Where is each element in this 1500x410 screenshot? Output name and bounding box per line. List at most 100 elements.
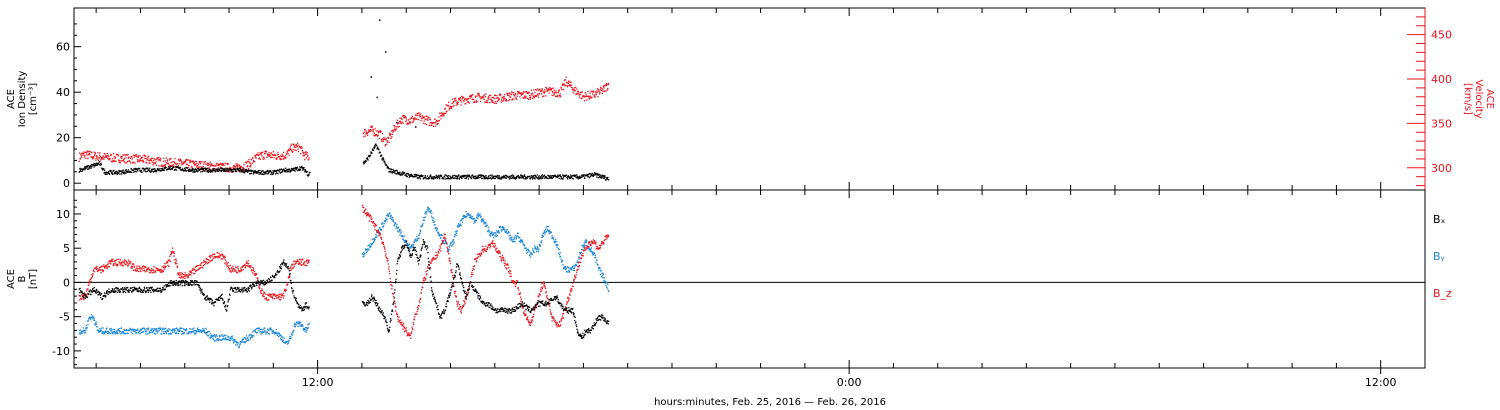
density-point [263, 173, 266, 175]
velocity-point [377, 130, 379, 132]
density-point [280, 168, 283, 170]
by-point [299, 323, 301, 325]
density-point [520, 174, 522, 176]
velocity-point [442, 114, 444, 116]
velocity-point [601, 92, 603, 95]
by-point [103, 333, 105, 335]
by-point [244, 337, 247, 339]
bz-point [245, 265, 247, 267]
bz-point [188, 274, 191, 276]
density-point [222, 168, 224, 170]
velocity-point [267, 155, 269, 157]
bz-point [405, 329, 407, 331]
density-point [386, 167, 388, 169]
bz-point [386, 258, 389, 260]
density-point [416, 177, 419, 179]
velocity-point [521, 92, 523, 94]
by-point [162, 328, 164, 330]
by-point [399, 229, 401, 231]
velocity-point [209, 161, 211, 163]
by-point [242, 338, 244, 340]
velocity-point [286, 150, 289, 152]
bz-point [223, 258, 225, 260]
bz-point [420, 297, 422, 299]
by-point [545, 231, 547, 233]
density-point [530, 175, 532, 177]
velocity-point [392, 131, 394, 133]
velocity-point [86, 150, 88, 152]
bz-point [256, 279, 259, 281]
by-point [84, 330, 86, 332]
bz-point [129, 262, 131, 265]
density-point [563, 175, 565, 178]
by-point [530, 252, 532, 254]
bz-point [226, 263, 228, 265]
bz-point [465, 291, 468, 294]
bz-point [254, 272, 256, 275]
velocity-point [455, 99, 457, 101]
by-point [411, 245, 413, 248]
velocity-point [165, 164, 167, 166]
by-point [590, 248, 592, 250]
bz-point [298, 261, 300, 263]
density-point [560, 178, 562, 180]
density-point [306, 170, 308, 173]
bz-point [508, 266, 510, 269]
density-point [457, 176, 459, 178]
density-point [302, 168, 304, 170]
bz-point [548, 301, 550, 303]
by-point [100, 329, 102, 331]
density-point [537, 178, 539, 180]
density-point [535, 175, 537, 177]
density-point [132, 169, 135, 171]
by-point [188, 331, 191, 333]
bz-point [463, 304, 465, 306]
bz-point [383, 245, 385, 248]
bz-point [516, 280, 519, 282]
bz-point [239, 271, 241, 273]
density-point [162, 167, 164, 170]
by-point [577, 256, 580, 258]
bz-point [291, 267, 294, 269]
bz-point [542, 282, 544, 284]
velocity-point [600, 86, 602, 88]
density-point [501, 176, 503, 178]
by-point [496, 234, 498, 237]
by-point [94, 324, 96, 326]
by-point [120, 333, 122, 335]
velocity-point [124, 158, 126, 160]
density-point [273, 170, 275, 173]
by-point [528, 250, 530, 252]
by-point [525, 249, 528, 252]
velocity-point [428, 116, 430, 119]
bz-point [525, 315, 527, 317]
bz-point [411, 326, 413, 328]
by-point [373, 239, 375, 241]
density-point [520, 176, 522, 178]
velocity-point [235, 163, 237, 165]
velocity-point [474, 101, 476, 103]
density-point [162, 168, 164, 170]
density-point [187, 170, 189, 172]
bz-point [558, 321, 561, 323]
bz-point [193, 272, 196, 275]
velocity-point [280, 155, 282, 157]
density-point [270, 171, 272, 173]
bz-point [268, 293, 270, 295]
density-point [557, 174, 559, 176]
bz-point [255, 274, 257, 276]
bz-point [470, 273, 473, 275]
velocity-point [272, 151, 274, 153]
bz-point [303, 262, 305, 265]
bz-point [243, 264, 245, 267]
velocity-point [396, 126, 398, 128]
velocity-point [548, 92, 550, 94]
velocity-point [514, 92, 516, 94]
velocity-point [422, 117, 424, 119]
bz-point [523, 314, 526, 316]
velocity-point [425, 123, 428, 126]
by-point [520, 239, 522, 241]
by-point [279, 334, 281, 336]
by-point [455, 232, 458, 234]
density-point [391, 172, 393, 174]
